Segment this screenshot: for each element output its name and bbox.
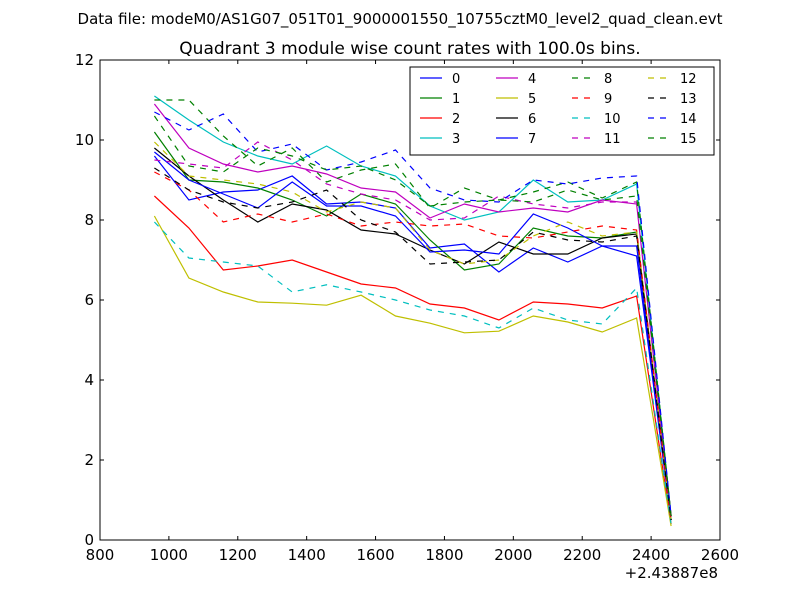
x-tick-label: 2200 <box>563 546 601 564</box>
x-tick-label: 1400 <box>288 546 326 564</box>
series-line-14 <box>154 111 672 517</box>
y-tick-label: 8 <box>84 211 94 229</box>
x-tick-label: 800 <box>86 546 115 564</box>
legend-label-8: 8 <box>604 72 612 87</box>
legend-label-10: 10 <box>604 112 621 127</box>
y-tick-label: 12 <box>75 51 94 69</box>
series-line-12 <box>153 141 672 521</box>
legend-label-4: 4 <box>528 72 536 87</box>
y-tick-label: 10 <box>75 131 94 149</box>
x-tick-label: 1800 <box>425 546 463 564</box>
legend-label-1: 1 <box>452 92 460 107</box>
series-line-0 <box>153 155 672 521</box>
series-line-9 <box>154 171 672 521</box>
x-tick-label: 1200 <box>219 546 257 564</box>
x-tick-label: 2000 <box>494 546 532 564</box>
chart-title: Quadrant 3 module wise count rates with … <box>179 39 640 59</box>
legend-label-3: 3 <box>452 132 460 147</box>
y-tick-label: 4 <box>84 371 94 389</box>
figure-suptitle: Data file: modeM0/AS1G07_051T01_90000015… <box>78 10 723 29</box>
y-tick-label: 6 <box>84 291 94 309</box>
legend-label-11: 11 <box>604 132 621 147</box>
legend-label-14: 14 <box>680 112 697 127</box>
y-tick-label: 0 <box>84 531 94 549</box>
y-tick-label: 2 <box>84 451 94 469</box>
x-axis-offset-label: +2.43887e8 <box>625 564 718 582</box>
legend-label-13: 13 <box>680 92 697 107</box>
legend-label-2: 2 <box>452 112 460 127</box>
legend-label-5: 5 <box>528 92 536 107</box>
series-line-6 <box>154 147 672 521</box>
legend-frame <box>409 66 715 156</box>
series-line-10 <box>153 221 672 525</box>
legend-label-0: 0 <box>452 72 460 87</box>
series-line-13 <box>154 167 672 521</box>
axes-frame <box>99 59 721 541</box>
plot-series <box>153 95 672 527</box>
series-line-5 <box>153 215 672 527</box>
series-line-3 <box>154 95 672 517</box>
legend-label-6: 6 <box>528 112 536 127</box>
series-line-15 <box>153 115 672 517</box>
series-line-2 <box>153 195 672 525</box>
legend-label-15: 15 <box>680 132 697 147</box>
x-tick-label: 2600 <box>701 546 739 564</box>
x-tick-label: 2400 <box>632 546 670 564</box>
legend-label-7: 7 <box>528 132 536 147</box>
x-axis: 800 1000 1200 1400 1600 1800 2000 2200 2400 2600 <box>86 60 739 564</box>
x-tick-label: 1000 <box>150 546 188 564</box>
x-tick-label: 1600 <box>356 546 394 564</box>
series-line-4 <box>153 103 672 517</box>
legend-label-12: 12 <box>680 72 697 87</box>
legend-label-9: 9 <box>604 92 612 107</box>
series-line-7 <box>154 151 672 521</box>
series-line-8 <box>154 99 672 517</box>
